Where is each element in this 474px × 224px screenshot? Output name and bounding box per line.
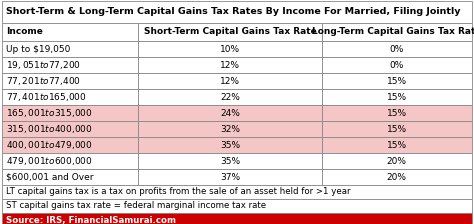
Bar bbox=[138, 23, 321, 41]
Text: 20%: 20% bbox=[387, 157, 407, 166]
Bar bbox=[2, 153, 138, 169]
Bar bbox=[138, 89, 321, 105]
Text: 22%: 22% bbox=[220, 93, 240, 101]
Text: Long-Term Capital Gains Tax Rate: Long-Term Capital Gains Tax Rate bbox=[312, 28, 474, 37]
Bar bbox=[321, 105, 472, 121]
Text: 15%: 15% bbox=[387, 108, 407, 118]
Text: 24%: 24% bbox=[220, 108, 240, 118]
Bar bbox=[138, 121, 321, 137]
Text: 15%: 15% bbox=[387, 125, 407, 134]
Bar bbox=[321, 89, 472, 105]
Text: $600,001 and Over: $600,001 and Over bbox=[6, 172, 93, 181]
Text: Source: IRS, FinancialSamurai.com: Source: IRS, FinancialSamurai.com bbox=[6, 215, 176, 224]
Bar bbox=[321, 153, 472, 169]
Bar bbox=[321, 169, 472, 185]
Text: 15%: 15% bbox=[387, 77, 407, 86]
Text: 12%: 12% bbox=[220, 77, 240, 86]
Text: 12%: 12% bbox=[220, 60, 240, 69]
Text: ST capital gains tax rate = federal marginal income tax rate: ST capital gains tax rate = federal marg… bbox=[6, 202, 266, 211]
Text: 35%: 35% bbox=[220, 140, 240, 149]
Bar bbox=[2, 169, 138, 185]
Bar bbox=[321, 41, 472, 57]
Bar bbox=[2, 89, 138, 105]
Bar bbox=[2, 41, 138, 57]
Text: 10%: 10% bbox=[220, 45, 240, 54]
Text: Up to $19,050: Up to $19,050 bbox=[6, 45, 70, 54]
Text: Short-Term Capital Gains Tax Rate: Short-Term Capital Gains Tax Rate bbox=[144, 28, 316, 37]
Bar bbox=[2, 23, 138, 41]
Text: $77,401 to $165,000: $77,401 to $165,000 bbox=[6, 91, 87, 103]
Bar bbox=[138, 137, 321, 153]
Bar bbox=[138, 73, 321, 89]
Bar bbox=[321, 73, 472, 89]
Bar bbox=[2, 105, 138, 121]
Bar bbox=[138, 169, 321, 185]
Text: $315,001 to $400,000: $315,001 to $400,000 bbox=[6, 123, 92, 135]
Bar bbox=[2, 57, 138, 73]
Bar bbox=[2, 121, 138, 137]
Text: LT capital gains tax is a tax on profits from the sale of an asset held for >1 y: LT capital gains tax is a tax on profits… bbox=[6, 187, 350, 196]
Text: $165,001 to $315,000: $165,001 to $315,000 bbox=[6, 107, 92, 119]
Bar bbox=[2, 137, 138, 153]
Text: 20%: 20% bbox=[387, 172, 407, 181]
Bar bbox=[321, 57, 472, 73]
Text: Short-Term & Long-Term Capital Gains Tax Rates By Income For Married, Filing Joi: Short-Term & Long-Term Capital Gains Tax… bbox=[6, 7, 461, 17]
Bar bbox=[321, 121, 472, 137]
Text: 0%: 0% bbox=[390, 45, 404, 54]
Text: $77,201 to $77,400: $77,201 to $77,400 bbox=[6, 75, 81, 87]
Bar bbox=[138, 105, 321, 121]
Bar bbox=[321, 137, 472, 153]
Bar bbox=[321, 23, 472, 41]
Bar bbox=[2, 1, 472, 23]
Bar bbox=[138, 153, 321, 169]
Text: 15%: 15% bbox=[387, 93, 407, 101]
Text: 0%: 0% bbox=[390, 60, 404, 69]
Bar bbox=[138, 57, 321, 73]
Text: Income: Income bbox=[6, 28, 43, 37]
Bar bbox=[138, 41, 321, 57]
Bar bbox=[2, 213, 472, 224]
Text: 32%: 32% bbox=[220, 125, 240, 134]
Text: 35%: 35% bbox=[220, 157, 240, 166]
Text: $19,051 to $77,200: $19,051 to $77,200 bbox=[6, 59, 81, 71]
Text: $400,001 to $479,000: $400,001 to $479,000 bbox=[6, 139, 92, 151]
Text: $479,001 to $600,000: $479,001 to $600,000 bbox=[6, 155, 92, 167]
Bar bbox=[2, 73, 138, 89]
Bar bbox=[2, 185, 472, 199]
Text: 37%: 37% bbox=[220, 172, 240, 181]
Bar bbox=[2, 199, 472, 213]
Text: 15%: 15% bbox=[387, 140, 407, 149]
